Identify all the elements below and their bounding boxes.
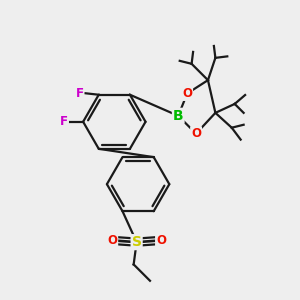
Text: O: O	[191, 127, 201, 140]
Text: B: B	[173, 109, 184, 123]
Text: S: S	[132, 235, 142, 249]
Text: O: O	[182, 87, 192, 100]
Text: O: O	[156, 234, 166, 247]
Text: F: F	[75, 87, 83, 100]
Text: O: O	[107, 234, 117, 247]
Text: F: F	[60, 115, 68, 128]
